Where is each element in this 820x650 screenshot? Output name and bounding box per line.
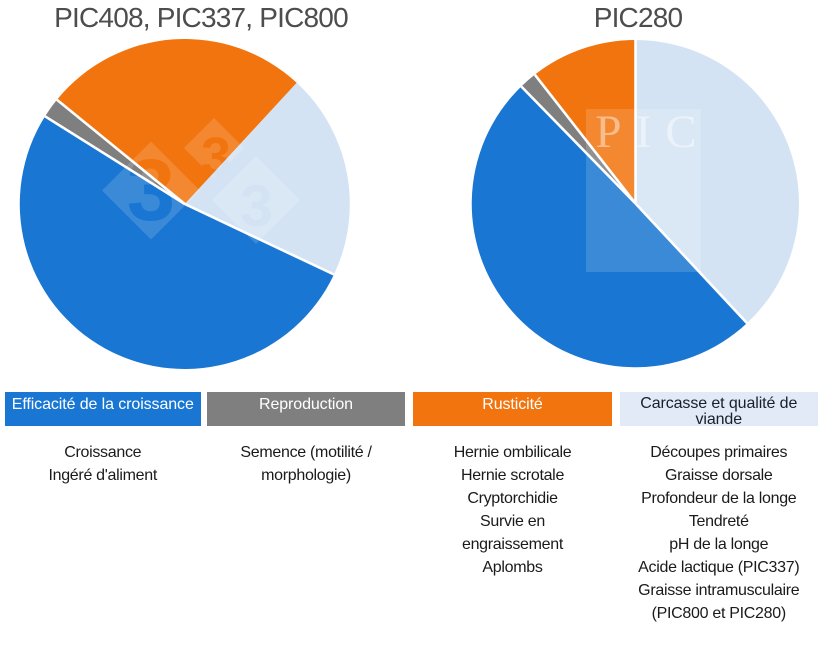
svg-text:PIC: PIC bbox=[595, 106, 710, 158]
